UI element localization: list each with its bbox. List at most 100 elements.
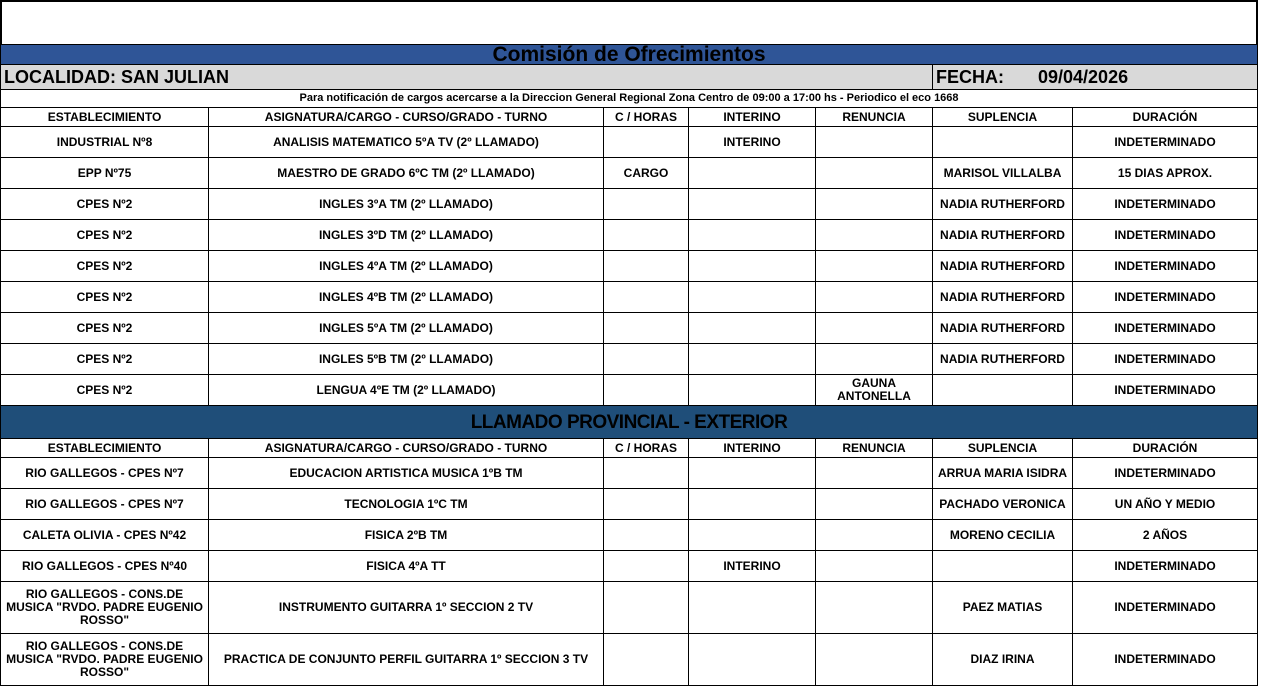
cell-duracion: INDETERMINADO — [1071, 633, 1259, 686]
cell-c-horas — [603, 281, 689, 313]
cell-establecimiento: CPES Nº2 — [0, 188, 209, 220]
column-header: INTERINO — [688, 438, 816, 458]
cell-suplencia: NADIA RUTHERFORD — [932, 250, 1073, 282]
cell-suplencia — [932, 550, 1073, 582]
cell-renuncia — [815, 126, 933, 158]
cell-duracion: INDETERMINADO — [1071, 281, 1259, 313]
cell-renuncia — [815, 250, 933, 282]
cell-renuncia — [815, 550, 933, 582]
table-row: INDUSTRIAL Nº8 ANALISIS MATEMATICO 5ºA TV… — [0, 126, 1259, 158]
table-row: RIO GALLEGOS - CPES Nº7 TECNOLOGIA 1ºC TM… — [0, 488, 1259, 520]
table-row: CPES Nº2 LENGUA 4ºE TM (2º LLAMADO) GAUNA … — [0, 374, 1259, 406]
column-header-row: ESTABLECIMIENTO ASIGNATURA/CARGO - CURSO/… — [0, 107, 1259, 127]
cell-renuncia — [815, 281, 933, 313]
cell-interino — [688, 374, 816, 406]
cell-suplencia: ARRUA MARIA ISIDRA — [932, 457, 1073, 489]
cell-interino — [688, 250, 816, 282]
column-header: ASIGNATURA/CARGO - CURSO/GRADO - TURNO — [208, 107, 604, 127]
column-header: RENUNCIA — [815, 438, 933, 458]
column-header: ESTABLECIMIENTO — [0, 438, 209, 458]
cell-establecimiento: EPP Nº75 — [0, 157, 209, 189]
cell-establecimiento: RIO GALLEGOS - CPES Nº7 — [0, 488, 209, 520]
cell-duracion: UN AÑO Y MEDIO — [1071, 488, 1259, 520]
cell-renuncia — [815, 343, 933, 375]
cell-asignatura: INGLES 4ºB TM (2º LLAMADO) — [208, 281, 604, 313]
cell-suplencia: NADIA RUTHERFORD — [932, 219, 1073, 251]
cell-asignatura: INGLES 4ºA TM (2º LLAMADO) — [208, 250, 604, 282]
cell-c-horas — [603, 126, 689, 158]
cell-suplencia: NADIA RUTHERFORD — [932, 281, 1073, 313]
cell-duracion: 15 DIAS APROX. — [1071, 157, 1259, 189]
cell-c-horas: CARGO — [603, 157, 689, 189]
cell-suplencia: MARISOL VILLALBA — [932, 157, 1073, 189]
cell-asignatura: MAESTRO DE GRADO 6ºC TM (2º LLAMADO) — [208, 157, 604, 189]
cell-interino — [688, 281, 816, 313]
cell-c-horas — [603, 633, 689, 686]
cell-asignatura: ANALISIS MATEMATICO 5ºA TV (2º LLAMADO) — [208, 126, 604, 158]
fecha: FECHA: 09/04/2026 — [931, 64, 1259, 90]
column-header: RENUNCIA — [815, 107, 933, 127]
cell-asignatura: PRACTICA DE CONJUNTO PERFIL GUITARRA 1º … — [208, 633, 604, 686]
cell-renuncia — [815, 188, 933, 220]
column-header: ESTABLECIMIENTO — [0, 107, 209, 127]
cell-interino — [688, 488, 816, 520]
cell-establecimiento: CPES Nº2 — [0, 250, 209, 282]
cell-duracion: INDETERMINADO — [1071, 343, 1259, 375]
cell-asignatura: LENGUA 4ºE TM (2º LLAMADO) — [208, 374, 604, 406]
blank-header-box — [0, 0, 1258, 46]
column-header: INTERINO — [688, 107, 816, 127]
column-header: C / HORAS — [603, 438, 689, 458]
cell-c-horas — [603, 457, 689, 489]
table-row: RIO GALLEGOS - CONS.DE MUSICA "RVDO. PAD… — [0, 581, 1259, 634]
cell-c-horas — [603, 343, 689, 375]
table-row: RIO GALLEGOS - CPES Nº7 EDUCACION ARTISTI… — [0, 457, 1259, 489]
table-row: CPES Nº2 INGLES 5ºA TM (2º LLAMADO) NADIA … — [0, 312, 1259, 344]
cell-suplencia: MORENO CECILIA — [932, 519, 1073, 551]
cell-asignatura: TECNOLOGIA 1ºC TM — [208, 488, 604, 520]
cell-interino — [688, 633, 816, 686]
cell-interino: INTERINO — [688, 550, 816, 582]
cell-suplencia — [932, 126, 1073, 158]
notification-note: Para notificación de cargos acercarse a … — [0, 89, 1259, 108]
fecha-value: 09/04/2026 — [1038, 66, 1129, 87]
cell-renuncia — [815, 157, 933, 189]
cell-establecimiento: RIO GALLEGOS - CPES Nº40 — [0, 550, 209, 582]
cell-establecimiento: CPES Nº2 — [0, 281, 209, 313]
cell-duracion: INDETERMINADO — [1071, 250, 1259, 282]
cell-suplencia: NADIA RUTHERFORD — [932, 343, 1073, 375]
column-header: C / HORAS — [603, 107, 689, 127]
cell-suplencia: PACHADO VERONICA — [932, 488, 1073, 520]
cell-c-horas — [603, 219, 689, 251]
table-row: CPES Nº2 INGLES 4ºB TM (2º LLAMADO) NADIA … — [0, 281, 1259, 313]
table-row: CPES Nº2 INGLES 3ºD TM (2º LLAMADO) NADIA … — [0, 219, 1259, 251]
cell-c-horas — [603, 550, 689, 582]
cell-duracion: INDETERMINADO — [1071, 219, 1259, 251]
cell-establecimiento: INDUSTRIAL Nº8 — [0, 126, 209, 158]
cell-asignatura: INGLES 3ºD TM (2º LLAMADO) — [208, 219, 604, 251]
cell-asignatura: FISICA 4ºA TT — [208, 550, 604, 582]
section-title: LLAMADO PROVINCIAL - EXTERIOR — [0, 405, 1259, 439]
table-row: CPES Nº2 INGLES 4ºA TM (2º LLAMADO) NADIA … — [0, 250, 1259, 282]
localidad: LOCALIDAD: SAN JULIAN — [0, 64, 933, 90]
cell-c-horas — [603, 374, 689, 406]
table-row: CALETA OLIVIA - CPES Nº42 FISICA 2ºB TM MO… — [0, 519, 1259, 551]
cell-renuncia: GAUNA ANTONELLA — [815, 374, 933, 406]
cell-establecimiento: RIO GALLEGOS - CPES Nº7 — [0, 457, 209, 489]
cell-establecimiento: CALETA OLIVIA - CPES Nº42 — [0, 519, 209, 551]
cell-interino — [688, 219, 816, 251]
cell-suplencia: NADIA RUTHERFORD — [932, 188, 1073, 220]
cell-duracion: INDETERMINADO — [1071, 550, 1259, 582]
cell-interino: INTERINO — [688, 126, 816, 158]
column-header: DURACIÓN — [1071, 438, 1259, 458]
cell-renuncia — [815, 488, 933, 520]
cell-suplencia: DIAZ IRINA — [932, 633, 1073, 686]
cell-interino — [688, 343, 816, 375]
cell-interino — [688, 188, 816, 220]
cell-interino — [688, 581, 816, 634]
cell-asignatura: INSTRUMENTO GUITARRA 1º SECCION 2 TV — [208, 581, 604, 634]
cell-duracion: 2 AÑOS — [1071, 519, 1259, 551]
column-header: DURACIÓN — [1071, 107, 1259, 127]
cell-interino — [688, 312, 816, 344]
cell-interino — [688, 157, 816, 189]
cell-renuncia — [815, 581, 933, 634]
